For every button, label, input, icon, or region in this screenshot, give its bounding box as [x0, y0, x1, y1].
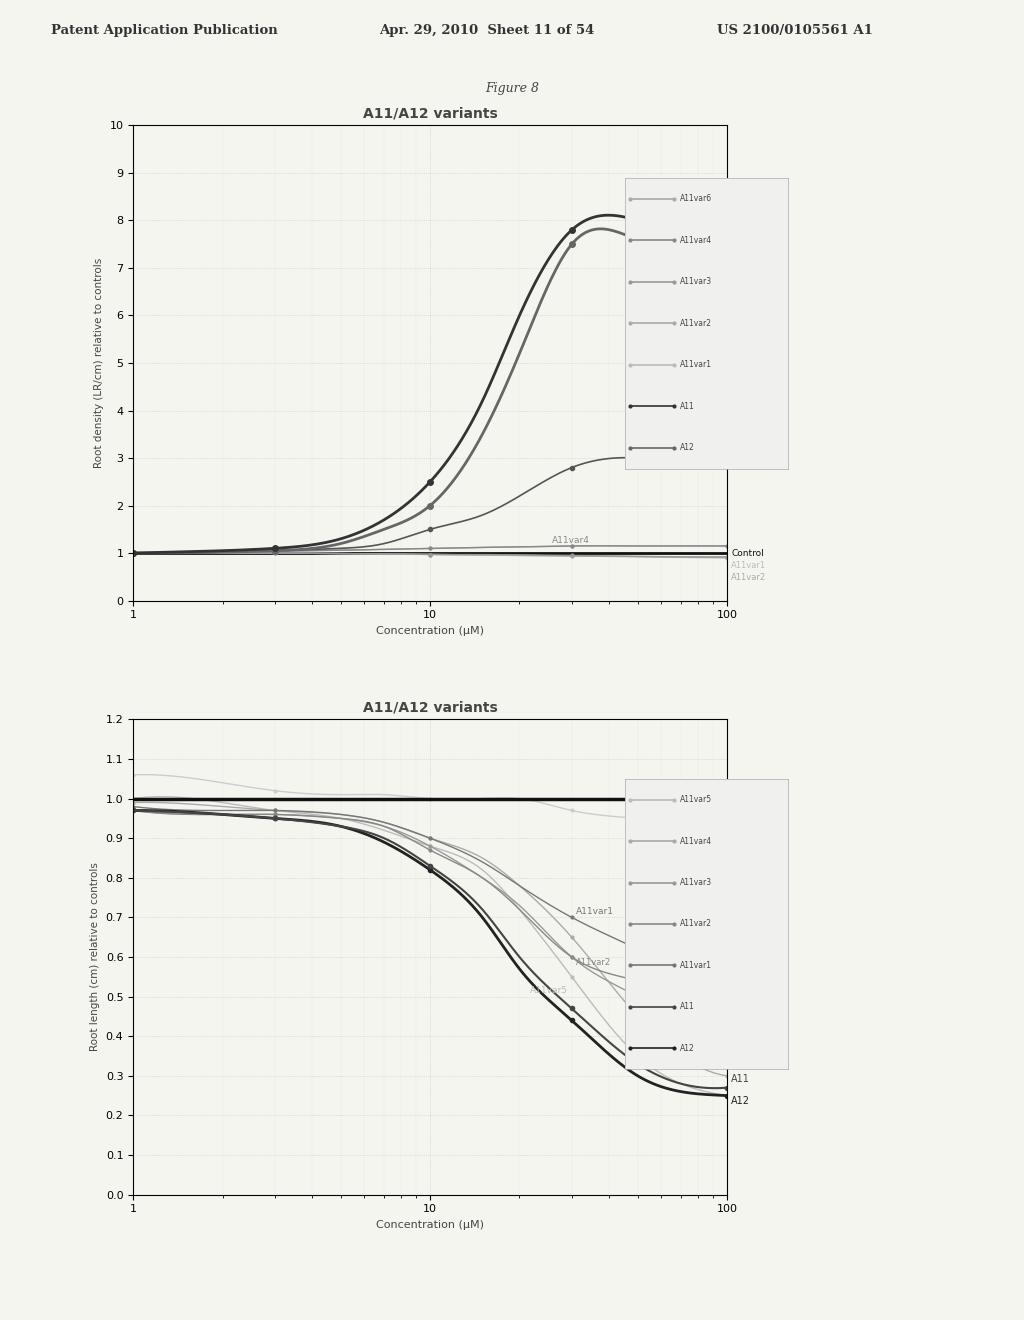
Text: A11var2: A11var2 — [680, 319, 713, 327]
Text: A11var6: A11var6 — [680, 194, 713, 203]
Text: A11var3: A11var3 — [680, 878, 713, 887]
Text: A12: A12 — [731, 1096, 751, 1106]
Text: A11var1: A11var1 — [731, 561, 766, 570]
Text: A11var2: A11var2 — [731, 573, 766, 582]
Text: A11var4: A11var4 — [680, 236, 713, 246]
Text: A11: A11 — [731, 1074, 751, 1084]
Text: A11var5: A11var5 — [731, 455, 769, 465]
X-axis label: Concentration (μM): Concentration (μM) — [376, 1220, 484, 1230]
Text: A11var4: A11var4 — [552, 536, 590, 545]
Text: Control: Control — [731, 795, 764, 803]
Text: A12: A12 — [680, 1044, 695, 1053]
Text: A12: A12 — [680, 444, 695, 453]
Text: A11var1: A11var1 — [680, 961, 713, 970]
Text: A11var3: A11var3 — [642, 998, 677, 1007]
Title: A11/A12 variants: A11/A12 variants — [362, 700, 498, 714]
Text: A11var5: A11var5 — [530, 986, 568, 995]
Text: A11var6: A11var6 — [685, 808, 723, 817]
Text: A11var1: A11var1 — [680, 360, 713, 370]
Text: A11var2: A11var2 — [680, 920, 713, 928]
Y-axis label: Root density (LR/cm) relative to controls: Root density (LR/cm) relative to control… — [94, 257, 103, 469]
Text: A11var1: A11var1 — [575, 907, 614, 916]
X-axis label: Concentration (μM): Concentration (μM) — [376, 626, 484, 636]
Text: A11: A11 — [680, 401, 695, 411]
Text: Control: Control — [731, 549, 764, 557]
Text: Figure 8: Figure 8 — [485, 82, 539, 95]
Text: A12: A12 — [731, 264, 751, 275]
Text: A11var4: A11var4 — [680, 837, 713, 846]
Text: A11: A11 — [731, 236, 751, 247]
Text: A11var2: A11var2 — [575, 958, 611, 968]
Y-axis label: Root length (cm) relative to controls: Root length (cm) relative to controls — [90, 862, 100, 1052]
Text: Patent Application Publication: Patent Application Publication — [51, 24, 278, 37]
Text: A11: A11 — [680, 1002, 695, 1011]
Text: A11var3: A11var3 — [680, 277, 713, 286]
Title: A11/A12 variants: A11/A12 variants — [362, 106, 498, 120]
Text: Apr. 29, 2010  Sheet 11 of 54: Apr. 29, 2010 Sheet 11 of 54 — [379, 24, 594, 37]
Text: US 2100/0105561 A1: US 2100/0105561 A1 — [717, 24, 872, 37]
Text: A11var5: A11var5 — [680, 795, 713, 804]
